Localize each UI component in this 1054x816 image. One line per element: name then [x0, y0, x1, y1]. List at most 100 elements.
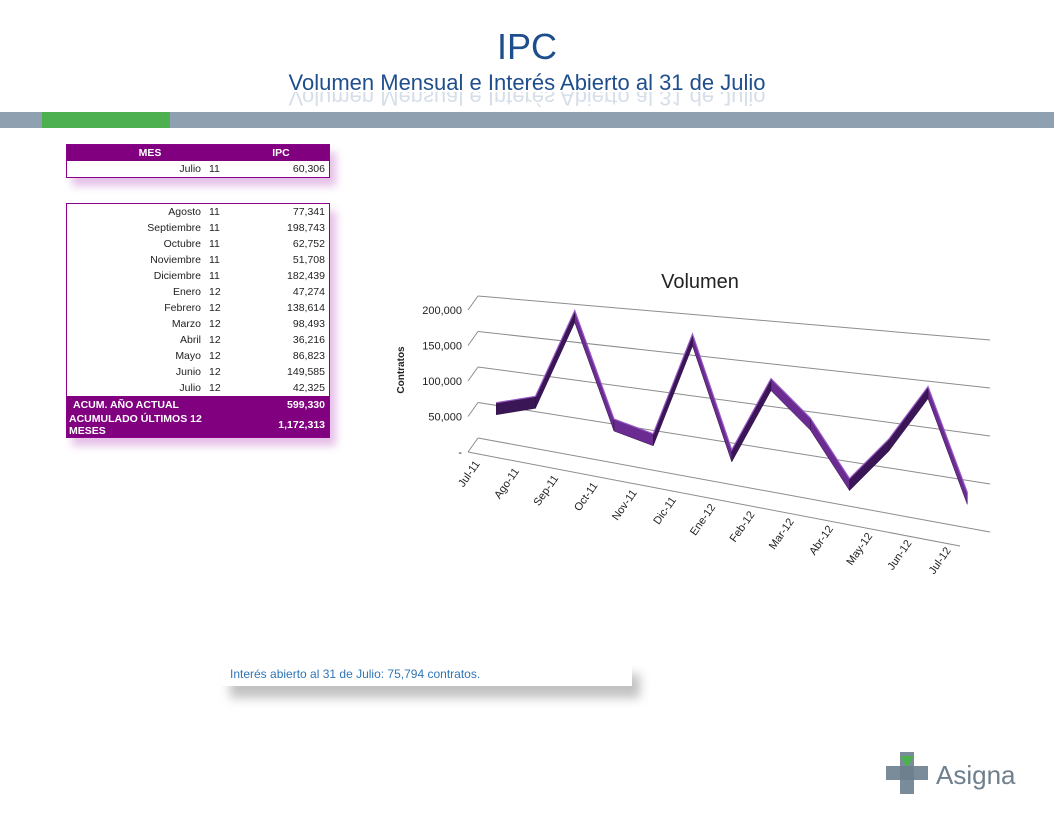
value-cell: 62,752	[233, 236, 330, 252]
y-axis-title: Contratos	[396, 346, 407, 394]
ribbon-segment	[574, 310, 615, 432]
grid-line-side	[467, 295, 479, 311]
floor-edge	[467, 451, 961, 547]
open-interest-note: Interés abierto al 31 de Julio: 75,794 c…	[222, 662, 632, 686]
year-cell: 12	[205, 380, 233, 396]
year-cell: 12	[205, 332, 233, 348]
value-cell: 51,708	[233, 252, 330, 268]
ribbon-segment	[613, 418, 654, 447]
grid-line-side	[467, 437, 479, 453]
x-tick-label: Ene-12	[688, 502, 718, 538]
total-label: ACUMULADO ÚLTIMOS 12 MESES	[66, 413, 233, 438]
page-title: IPC	[496, 26, 557, 67]
table-row: Septiembre 11 198,743	[66, 220, 330, 236]
ribbon-segment	[810, 417, 850, 492]
asigna-logo: Asigna	[880, 750, 1020, 802]
chart-title: Volumen	[661, 271, 739, 293]
month-cell: Octubre	[66, 236, 205, 252]
header-band	[0, 112, 1054, 128]
table-row: Febrero 12 138,614	[66, 300, 330, 316]
year-cell: 11	[205, 161, 233, 178]
month-cell: Agosto	[66, 203, 205, 220]
year-cell: 11	[205, 220, 233, 236]
year-cell: 12	[205, 364, 233, 380]
year-cell: 12	[205, 316, 233, 332]
ribbon-segment	[849, 438, 890, 492]
ribbon-segment	[535, 310, 575, 409]
month-cell: Diciembre	[66, 268, 205, 284]
ribbon-segment	[927, 386, 968, 505]
table-header-row: MES IPC	[66, 144, 330, 161]
volume-chart-svg: - 50,000 100,000 150,000 200,000 Contratos Vol…	[396, 271, 991, 577]
month-cell: Marzo	[66, 316, 205, 332]
value-cell: 198,743	[233, 220, 330, 236]
y-tick-label: 50,000	[428, 412, 462, 424]
y-tick-label: -	[458, 447, 462, 459]
value-cell: 98,493	[233, 316, 330, 332]
page-subtitle: Volumen Mensual e Interés Abierto al 31 …	[288, 70, 766, 95]
x-tick-label: Nov-11	[610, 488, 640, 523]
month-cell: Noviembre	[66, 252, 205, 268]
value-cell: 86,823	[233, 348, 330, 364]
x-tick-label: Sep-11	[531, 473, 561, 508]
value-cell: 182,439	[233, 268, 330, 284]
monthly-ipc-table: Agosto 11 77,341 Septiembre 11 198,743 Octubre…	[66, 203, 330, 438]
total-value: 1,172,313	[233, 413, 330, 438]
month-cell: Enero	[66, 284, 205, 300]
month-cell: Septiembre	[66, 220, 205, 236]
grid-line-side	[467, 366, 479, 382]
table-row: Mayo 12 86,823	[66, 348, 330, 364]
year-cell: 12	[205, 300, 233, 316]
total-row-year: ACUM. AÑO ACTUAL 599,330	[66, 396, 330, 413]
x-tick-label: Jul-12	[927, 545, 954, 576]
total-label: ACUM. AÑO ACTUAL	[66, 396, 233, 413]
total-row-12-months: ACUMULADO ÚLTIMOS 12 MESES 1,172,313	[66, 413, 330, 438]
table-row: Enero 12 47,274	[66, 284, 330, 300]
table-row: Octubre 11 62,752	[66, 236, 330, 252]
table-row: Junio 12 149,585	[66, 364, 330, 380]
grid-line	[477, 295, 991, 341]
value-cell: 77,341	[233, 203, 330, 220]
month-cell: Junio	[66, 364, 205, 380]
table-row: Marzo 12 98,493	[66, 316, 330, 332]
grid-line-side	[467, 402, 479, 417]
table-row: Diciembre 11 182,439	[66, 268, 330, 284]
value-cell: 42,325	[233, 380, 330, 396]
table-row: Julio 11 60,306	[66, 161, 330, 178]
value-cell: 60,306	[233, 161, 330, 178]
month-cell: Abril	[66, 332, 205, 348]
x-tick-label: Dic-11	[651, 495, 679, 527]
x-tick-label: Jun-12	[885, 538, 914, 572]
y-tick-label: 200,000	[422, 305, 462, 317]
y-tick-label: 100,000	[422, 376, 462, 388]
ipc-current-table: MES IPC Julio 11 60,306	[66, 144, 330, 178]
year-cell: 11	[205, 252, 233, 268]
grid-line	[477, 437, 991, 533]
ribbon-segment	[653, 333, 693, 446]
value-cell: 47,274	[233, 284, 330, 300]
x-tick-label: Feb-12	[728, 509, 758, 544]
value-cell: 138,614	[233, 300, 330, 316]
year-cell: 12	[205, 348, 233, 364]
ribbon-segment	[770, 378, 811, 431]
grid-line-side	[467, 331, 479, 346]
ribbon-top-edge	[496, 308, 968, 493]
year-cell: 12	[205, 284, 233, 300]
ribbon-segment	[731, 378, 772, 463]
x-tick-label: Abr-12	[807, 524, 836, 558]
y-tick-label: 150,000	[422, 341, 462, 353]
table-row: Julio 12 42,325	[66, 380, 330, 396]
value-cell: 149,585	[233, 364, 330, 380]
ribbon-segment	[888, 385, 929, 452]
x-tick-label: Oct-11	[572, 480, 600, 513]
column-header-mes: MES	[66, 144, 233, 161]
month-cell: Julio	[66, 380, 205, 396]
x-tick-label: Jul-11	[456, 459, 483, 490]
month-cell: Julio	[66, 161, 205, 178]
table-row: Abril 12 36,216	[66, 332, 330, 348]
year-cell: 11	[205, 203, 233, 220]
grid-line	[477, 402, 991, 485]
open-interest-text: Interés abierto al 31 de Julio: 75,794 c…	[230, 667, 481, 681]
asigna-logo-mark: Asigna	[886, 752, 1016, 794]
table-row: Agosto 11 77,341	[66, 203, 330, 220]
